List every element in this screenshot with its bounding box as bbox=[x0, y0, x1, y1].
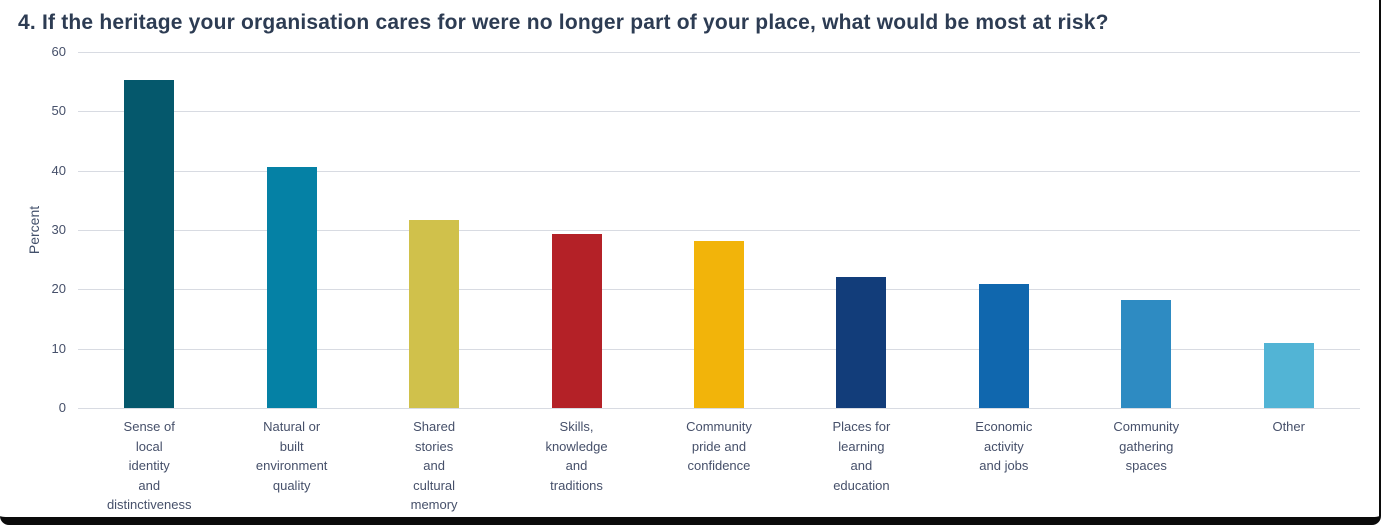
bar-column bbox=[933, 52, 1075, 408]
gridline-30: 30 bbox=[52, 222, 1360, 237]
bar-6 bbox=[978, 284, 1029, 408]
x-axis-label: Sense of local identity and distinctiveness bbox=[106, 419, 192, 512]
bar-column bbox=[78, 52, 220, 408]
bar-column bbox=[220, 52, 362, 408]
bar-column bbox=[648, 52, 790, 408]
y-tick-label: 50 bbox=[51, 103, 66, 119]
y-tick-label: 20 bbox=[51, 281, 66, 297]
plot-area: 0 10 20 30 40 50 60 bbox=[52, 44, 1360, 415]
bar-column bbox=[1218, 52, 1360, 408]
x-axis-label: Shared stories and cultural memory bbox=[410, 419, 458, 512]
bar-3 bbox=[551, 233, 602, 408]
x-axis-label: Skills, knowledge and traditions bbox=[545, 419, 608, 493]
bar-series bbox=[78, 52, 1360, 408]
x-axis-label: Economic activity and jobs bbox=[975, 419, 1033, 473]
x-axis-label: Places for learning and education bbox=[832, 419, 891, 493]
bar-1 bbox=[266, 167, 317, 408]
bar-4 bbox=[693, 240, 744, 408]
y-tick-label: 30 bbox=[51, 222, 66, 237]
gridline-60: 60 bbox=[52, 44, 1360, 59]
bar-column bbox=[1075, 52, 1217, 408]
x-axis-label: Community gathering spaces bbox=[1113, 419, 1180, 473]
y-tick-label: 10 bbox=[51, 340, 66, 356]
y-tick-label: 60 bbox=[51, 44, 66, 59]
bar-column bbox=[505, 52, 647, 408]
chart-title: 4. If the heritage your organisation car… bbox=[18, 11, 1109, 34]
bar-0 bbox=[124, 79, 175, 408]
bar-8 bbox=[1263, 342, 1314, 408]
x-axis-label: Other bbox=[1272, 419, 1305, 434]
bar-column bbox=[363, 52, 505, 408]
x-axis-labels: Sense of local identity and distinctiveness N… bbox=[78, 417, 1360, 515]
gridline-0: 0 bbox=[59, 400, 1360, 415]
y-tick-label: 0 bbox=[58, 400, 66, 415]
y-tick-label: 40 bbox=[51, 162, 66, 178]
x-axis-label: Natural or built environment quality bbox=[255, 419, 328, 493]
bar-7 bbox=[1121, 300, 1172, 408]
x-axis-label: Community pride and confidence bbox=[686, 419, 752, 473]
gridline-40: 40 bbox=[52, 163, 1360, 178]
bar-5 bbox=[836, 276, 887, 408]
gridline-50: 50 bbox=[52, 103, 1360, 118]
bar-2 bbox=[409, 219, 460, 408]
bar-column bbox=[790, 52, 932, 408]
